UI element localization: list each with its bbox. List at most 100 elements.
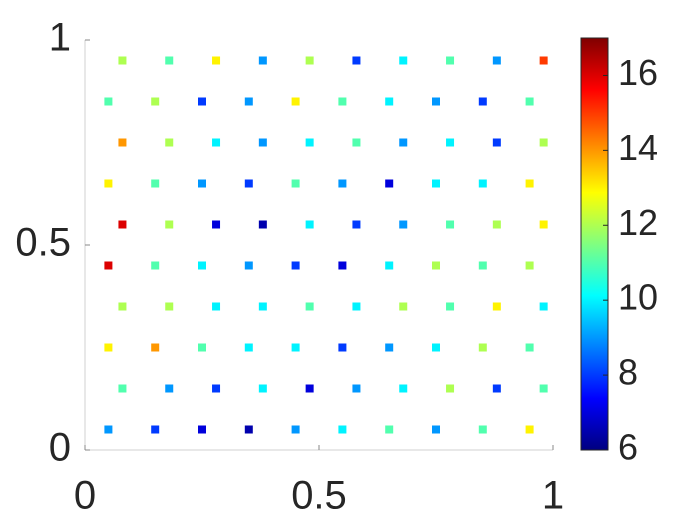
point bbox=[151, 179, 160, 188]
point bbox=[258, 220, 267, 229]
point bbox=[198, 179, 206, 188]
point bbox=[492, 384, 501, 393]
point bbox=[244, 179, 253, 188]
point bbox=[478, 261, 487, 270]
point bbox=[385, 261, 394, 270]
point bbox=[212, 302, 221, 311]
point bbox=[338, 261, 347, 270]
colorbar-tick-label: 12 bbox=[618, 202, 658, 243]
point bbox=[291, 97, 300, 106]
point bbox=[291, 261, 300, 270]
colorbar: 6 8 10 12 14 16 bbox=[580, 37, 658, 468]
x-tick-label: 1 bbox=[542, 474, 564, 518]
point bbox=[492, 138, 501, 147]
point bbox=[399, 138, 408, 147]
point bbox=[539, 220, 548, 229]
point bbox=[338, 343, 347, 352]
colorbar-tick-label: 6 bbox=[618, 427, 638, 468]
point bbox=[399, 384, 408, 393]
point bbox=[352, 220, 361, 229]
x-tick-label: 0 bbox=[74, 474, 96, 518]
point bbox=[212, 56, 221, 65]
point bbox=[478, 425, 487, 434]
point bbox=[399, 56, 408, 65]
point bbox=[432, 425, 440, 434]
point bbox=[258, 384, 267, 393]
point bbox=[399, 302, 408, 311]
point bbox=[151, 343, 160, 352]
point bbox=[212, 138, 221, 147]
point bbox=[525, 179, 534, 188]
point bbox=[244, 343, 253, 352]
point bbox=[305, 220, 314, 229]
point bbox=[212, 384, 221, 393]
point bbox=[352, 384, 361, 393]
point bbox=[258, 56, 267, 65]
point bbox=[305, 56, 314, 65]
point bbox=[104, 179, 113, 188]
point bbox=[165, 56, 174, 65]
point bbox=[151, 261, 160, 270]
point bbox=[198, 425, 206, 434]
point bbox=[338, 179, 347, 188]
point bbox=[118, 302, 127, 311]
point bbox=[525, 343, 534, 352]
point bbox=[291, 425, 300, 434]
point bbox=[478, 97, 487, 106]
point bbox=[525, 97, 534, 106]
point bbox=[118, 138, 127, 147]
point bbox=[432, 343, 440, 352]
point bbox=[446, 138, 455, 147]
point bbox=[446, 220, 455, 229]
colorbar-tick-label: 14 bbox=[618, 127, 658, 168]
colorbar-gradient bbox=[580, 37, 609, 451]
point bbox=[539, 302, 548, 311]
y-tick-label: 0 bbox=[49, 426, 71, 470]
point bbox=[478, 343, 487, 352]
colorbar-tick-label: 16 bbox=[618, 52, 658, 93]
x-tick-label: 0.5 bbox=[291, 474, 347, 518]
point bbox=[291, 343, 300, 352]
point bbox=[165, 302, 174, 311]
colorbar-tick-label: 10 bbox=[618, 277, 658, 318]
point bbox=[198, 97, 206, 106]
point bbox=[492, 302, 501, 311]
point bbox=[432, 261, 440, 270]
point bbox=[352, 138, 361, 147]
point bbox=[118, 384, 127, 393]
point bbox=[525, 425, 534, 434]
point bbox=[446, 56, 455, 65]
point bbox=[258, 138, 267, 147]
point bbox=[432, 97, 440, 106]
point bbox=[244, 97, 253, 106]
point bbox=[118, 220, 127, 229]
point bbox=[165, 384, 174, 393]
point bbox=[399, 220, 408, 229]
point bbox=[151, 425, 160, 434]
point bbox=[352, 302, 361, 311]
point bbox=[385, 179, 394, 188]
point bbox=[258, 302, 267, 311]
point bbox=[244, 425, 253, 434]
point bbox=[385, 425, 394, 434]
point bbox=[118, 56, 127, 65]
point bbox=[198, 261, 206, 270]
point bbox=[165, 220, 174, 229]
point bbox=[305, 384, 314, 393]
point bbox=[539, 56, 548, 65]
point bbox=[385, 97, 394, 106]
point bbox=[478, 179, 487, 188]
y-tick-label: 1 bbox=[49, 16, 71, 60]
point bbox=[385, 343, 394, 352]
point bbox=[104, 261, 113, 270]
point bbox=[338, 425, 347, 434]
point bbox=[305, 138, 314, 147]
point bbox=[432, 179, 440, 188]
point bbox=[305, 302, 314, 311]
point bbox=[352, 56, 361, 65]
point bbox=[198, 343, 206, 352]
point bbox=[539, 138, 548, 147]
point bbox=[446, 384, 455, 393]
point bbox=[165, 138, 174, 147]
point bbox=[104, 425, 113, 434]
